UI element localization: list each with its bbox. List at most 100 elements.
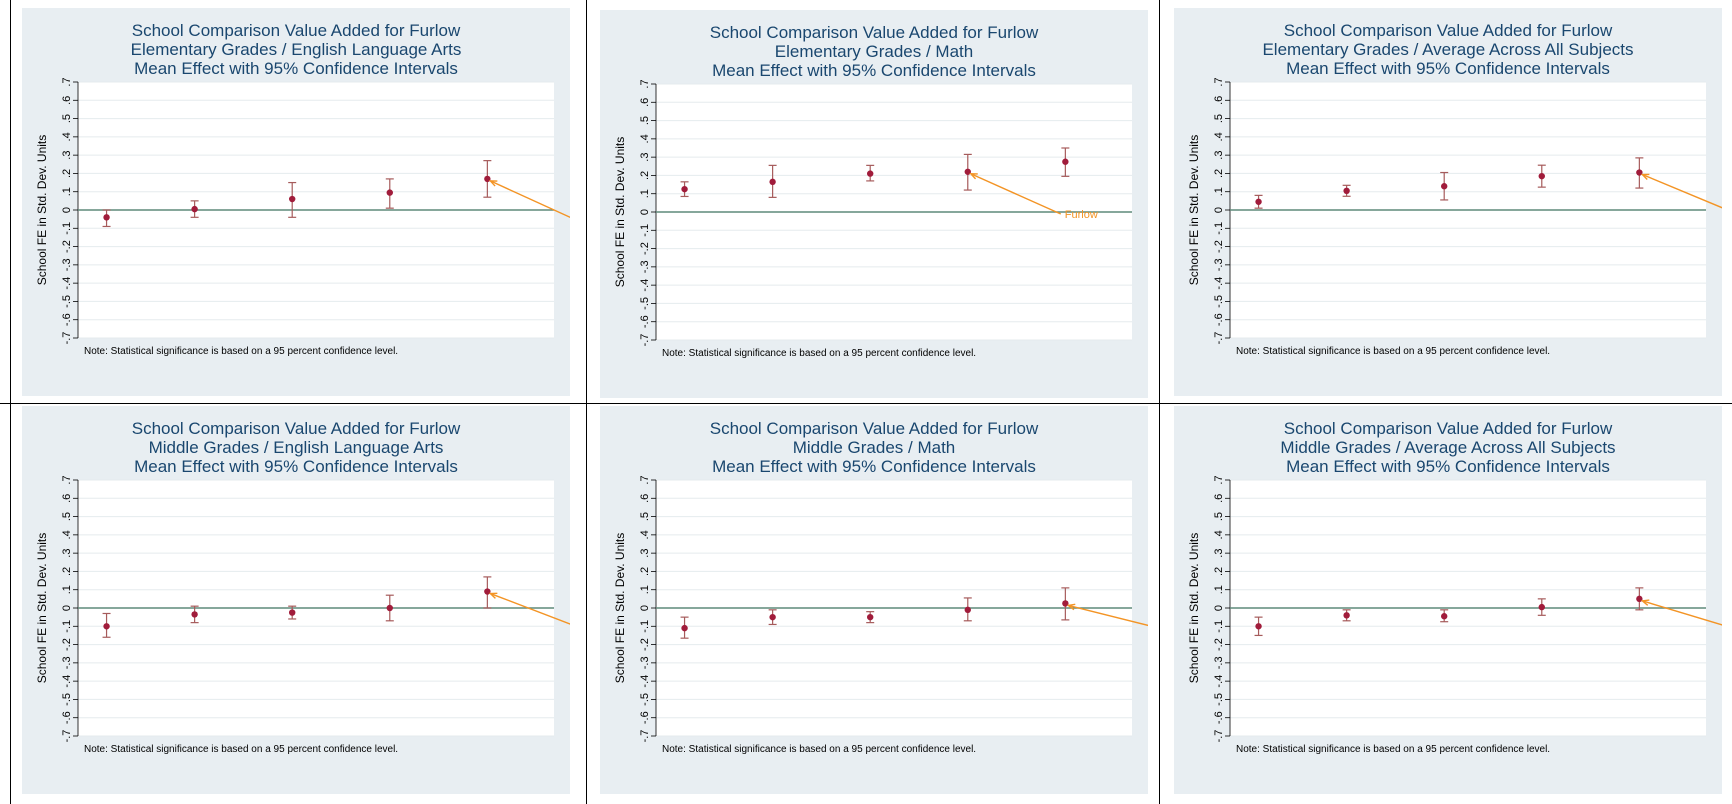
y-tick-label: .5 xyxy=(1213,512,1225,521)
y-tick-label: .5 xyxy=(61,512,73,521)
y-tick-label: .7 xyxy=(61,77,73,86)
mean-point xyxy=(964,606,971,614)
y-tick-label: .3 xyxy=(639,549,651,558)
mean-point xyxy=(1538,172,1545,180)
y-tick-label: -.1 xyxy=(639,620,651,633)
y-axis-label: School FE in Std. Dev. Units xyxy=(1187,533,1201,684)
annotation-label: Furlow xyxy=(1065,209,1098,221)
ci-point-group xyxy=(1061,147,1070,177)
chart-title-line: School Comparison Value Added for Furlow xyxy=(132,21,461,40)
ci-point-group xyxy=(963,597,972,622)
y-tick-label: -.7 xyxy=(61,730,73,743)
y-tick-label: .2 xyxy=(61,567,73,576)
chart-title-line: Mean Effect with 95% Confidence Interval… xyxy=(134,457,458,476)
chart-svg: -.7 -.6 -.5 -.4 -.3 -.2 -.1 0 .1 .2 .3 .4 .5 .6 .7 Scho… xyxy=(1174,8,1722,396)
y-axis-label: School FE in Std. Dev. Units xyxy=(613,137,627,288)
y-tick-label: -.2 xyxy=(639,638,651,651)
y-tick-label: .6 xyxy=(1213,494,1225,503)
y-tick-label: .4 xyxy=(61,530,73,539)
y-tick-label: -.5 xyxy=(1213,295,1225,308)
mean-point xyxy=(1538,603,1545,611)
ci-point-group xyxy=(190,200,199,218)
y-tick-label: .1 xyxy=(1213,187,1225,196)
y-tick-label: -.2 xyxy=(1213,240,1225,253)
y-axis-label: School FE in Std. Dev. Units xyxy=(1187,135,1201,286)
y-tick-label: -.2 xyxy=(61,638,73,651)
chart-title-line: Middle Grades / Average Across All Subje… xyxy=(1280,438,1615,457)
y-tick-label: -.1 xyxy=(1213,620,1225,633)
ci-point-group xyxy=(483,160,492,198)
mean-point xyxy=(103,623,110,630)
y-tick-label: .2 xyxy=(61,169,73,178)
y-axis-label: School FE in Std. Dev. Units xyxy=(613,533,627,684)
mean-point xyxy=(1255,198,1262,205)
chart-title-line: Middle Grades / Math xyxy=(793,438,956,457)
y-tick-label: .3 xyxy=(61,549,73,558)
chart-svg: -.7 -.6 -.5 -.4 -.3 -.2 -.1 0 .1 .2 .3 .4 .5 .6 .7 Scho… xyxy=(1174,406,1722,794)
annotation-arrow xyxy=(1642,600,1722,626)
annotation-arrowhead xyxy=(969,173,978,180)
mean-point xyxy=(681,185,688,193)
annotation-arrow xyxy=(490,592,570,625)
y-tick-label: .6 xyxy=(1213,96,1225,105)
table-border-col2 xyxy=(1159,0,1160,804)
y-tick-label: .3 xyxy=(1213,151,1225,160)
y-tick-label: .1 xyxy=(1213,585,1225,594)
y-tick-label: .1 xyxy=(639,189,651,198)
y-tick-label: .1 xyxy=(61,585,73,594)
chart-panel: -.7 -.6 -.5 -.4 -.3 -.2 -.1 0 .1 .2 .3 .4 .5 .6 .7 Scho… xyxy=(1174,406,1722,794)
mean-point xyxy=(386,189,393,196)
y-tick-label: .4 xyxy=(1213,530,1225,539)
y-tick-label: .7 xyxy=(61,475,73,484)
y-tick-label: -.7 xyxy=(639,334,651,347)
y-tick-label: -.3 xyxy=(639,656,651,669)
y-tick-label: -.7 xyxy=(639,730,651,743)
mean-point xyxy=(103,214,110,221)
ci-point-group xyxy=(1254,616,1263,637)
chart-panel: -.7 -.6 -.5 -.4 -.3 -.2 -.1 0 .1 .2 .3 .4 .5 .6 .7 Scho… xyxy=(22,8,570,396)
ci-point-group xyxy=(102,209,111,228)
y-tick-label: -.2 xyxy=(61,240,73,253)
mean-point xyxy=(1255,623,1262,630)
chart-title-line: Elementary Grades / Math xyxy=(775,42,973,61)
y-tick-label: .3 xyxy=(61,151,73,160)
y-tick-label: 0 xyxy=(61,207,73,213)
mean-point xyxy=(191,205,198,213)
y-tick-label: .7 xyxy=(1213,77,1225,86)
y-tick-label: -.4 xyxy=(639,675,651,688)
y-tick-label: .4 xyxy=(639,134,651,143)
y-tick-label: -.3 xyxy=(639,260,651,273)
y-tick-label: .1 xyxy=(61,187,73,196)
table-border-left xyxy=(10,0,11,804)
chart-note: Note: Statistical significance is based … xyxy=(84,346,398,357)
chart-note: Note: Statistical significance is based … xyxy=(662,744,976,755)
ci-point-group xyxy=(768,164,777,198)
y-tick-label: .7 xyxy=(1213,475,1225,484)
chart-svg: -.7 -.6 -.5 -.4 -.3 -.2 -.1 0 .1 .2 .3 .4 .5 .6 .7 Scho… xyxy=(22,8,570,396)
y-tick-label: -.6 xyxy=(639,711,651,724)
y-tick-label: -.6 xyxy=(1213,711,1225,724)
chart-title-line: School Comparison Value Added for Furlow xyxy=(1284,21,1613,40)
y-tick-label: .6 xyxy=(61,494,73,503)
ci-point-group xyxy=(963,153,972,191)
chart-title-line: School Comparison Value Added for Furlow xyxy=(132,419,461,438)
y-tick-label: -.4 xyxy=(1213,675,1225,688)
mean-point xyxy=(289,609,296,616)
chart-note: Note: Statistical significance is based … xyxy=(1236,744,1550,755)
chart-title-line: Mean Effect with 95% Confidence Interval… xyxy=(712,457,1036,476)
chart-title-line: Elementary Grades / English Language Art… xyxy=(131,40,462,59)
y-tick-label: .4 xyxy=(1213,132,1225,141)
y-tick-label: .1 xyxy=(639,585,651,594)
y-tick-label: .5 xyxy=(639,116,651,125)
mean-point xyxy=(681,624,688,632)
mean-point xyxy=(1343,612,1350,619)
ci-point-group xyxy=(1342,184,1351,197)
ci-point-group xyxy=(385,178,394,209)
mean-point xyxy=(769,178,776,186)
y-tick-label: -.6 xyxy=(61,313,73,326)
y-tick-label: -.5 xyxy=(61,693,73,706)
ci-point-group xyxy=(1440,609,1449,623)
chart-title-line: Mean Effect with 95% Confidence Interval… xyxy=(712,61,1036,80)
y-tick-label: -.1 xyxy=(61,222,73,235)
chart-title-line: School Comparison Value Added for Furlow xyxy=(710,23,1039,42)
